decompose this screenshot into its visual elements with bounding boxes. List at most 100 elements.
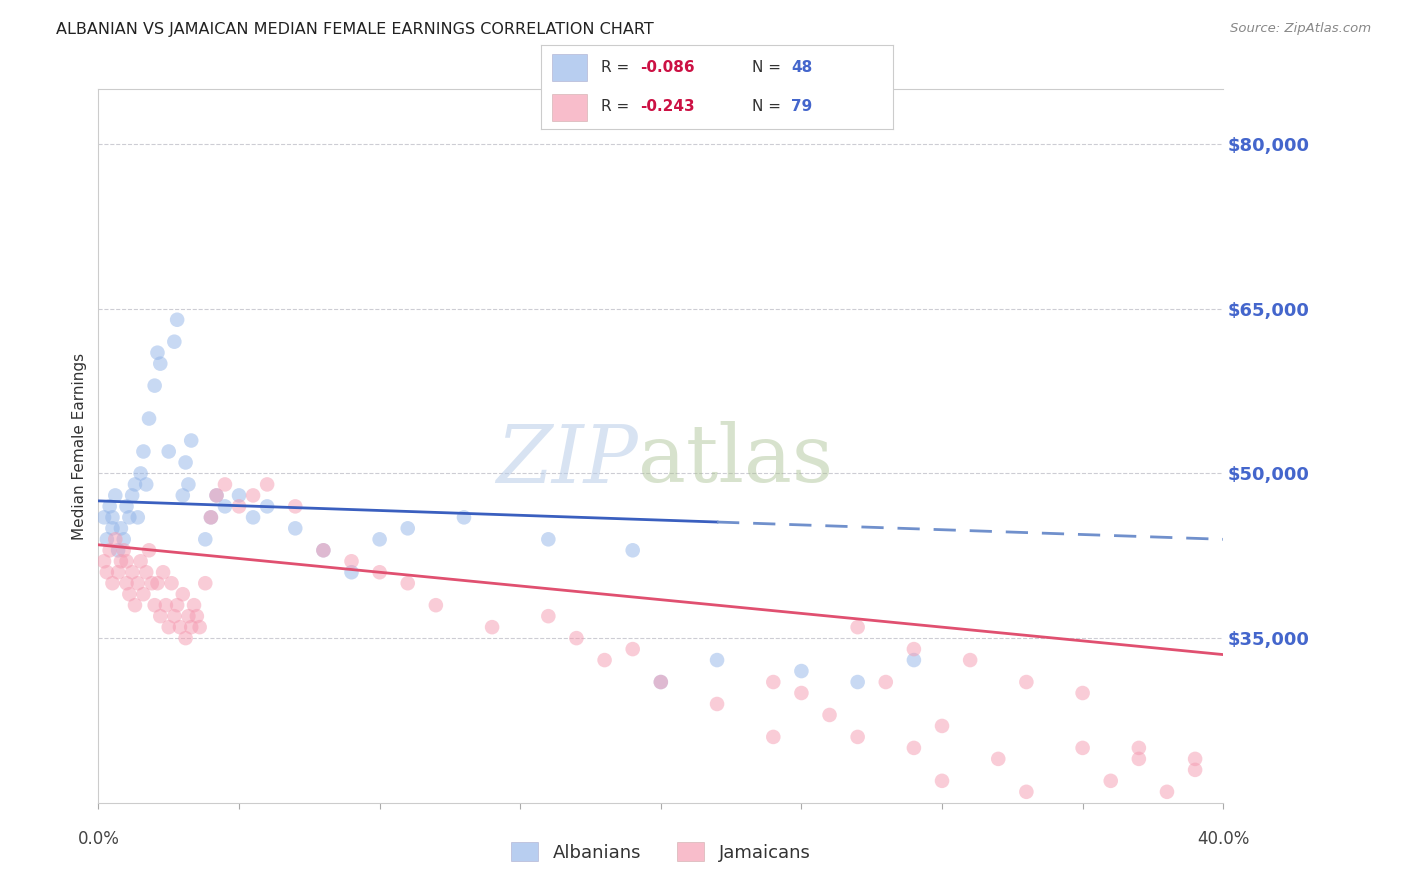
Text: 79: 79 — [790, 99, 813, 114]
Text: atlas: atlas — [638, 421, 834, 500]
Point — [931, 719, 953, 733]
Point — [846, 730, 869, 744]
Point — [135, 477, 157, 491]
Point — [959, 653, 981, 667]
Point — [340, 566, 363, 580]
Point — [228, 488, 250, 502]
Point — [163, 609, 186, 624]
Point — [1015, 785, 1038, 799]
Point — [396, 576, 419, 591]
Legend: Albanians, Jamaicans: Albanians, Jamaicans — [510, 842, 811, 862]
Y-axis label: Median Female Earnings: Median Female Earnings — [72, 352, 87, 540]
Point — [110, 521, 132, 535]
Text: Source: ZipAtlas.com: Source: ZipAtlas.com — [1230, 22, 1371, 36]
Point — [565, 631, 588, 645]
Point — [186, 609, 208, 624]
Point — [169, 620, 191, 634]
Text: 0.0%: 0.0% — [77, 830, 120, 847]
Point — [180, 434, 202, 448]
Text: ZIP: ZIP — [496, 422, 638, 499]
Point — [172, 488, 194, 502]
Point — [340, 554, 363, 568]
Point — [396, 521, 419, 535]
Point — [96, 533, 118, 547]
Point — [104, 488, 127, 502]
Text: ALBANIAN VS JAMAICAN MEDIAN FEMALE EARNINGS CORRELATION CHART: ALBANIAN VS JAMAICAN MEDIAN FEMALE EARNI… — [56, 22, 654, 37]
Point — [1128, 752, 1150, 766]
Point — [138, 411, 160, 425]
Point — [537, 533, 560, 547]
Point — [160, 576, 183, 591]
Point — [1099, 773, 1122, 788]
Point — [157, 444, 180, 458]
Point — [112, 533, 135, 547]
Text: -0.086: -0.086 — [640, 60, 695, 75]
Point — [118, 587, 141, 601]
Point — [1156, 785, 1178, 799]
Point — [146, 345, 169, 359]
Point — [194, 576, 217, 591]
Point — [621, 642, 644, 657]
Point — [790, 686, 813, 700]
Point — [180, 620, 202, 634]
Point — [141, 576, 163, 591]
Point — [1071, 740, 1094, 755]
Point — [107, 566, 129, 580]
Point — [124, 477, 146, 491]
Point — [312, 543, 335, 558]
Point — [425, 598, 447, 612]
Point — [121, 488, 143, 502]
Point — [132, 444, 155, 458]
Point — [135, 566, 157, 580]
Point — [931, 773, 953, 788]
Point — [256, 500, 278, 514]
Point — [121, 566, 143, 580]
Point — [174, 631, 197, 645]
Point — [146, 576, 169, 591]
Point — [790, 664, 813, 678]
Point — [93, 510, 115, 524]
Point — [312, 543, 335, 558]
Point — [762, 730, 785, 744]
Text: R =: R = — [602, 60, 634, 75]
Point — [1015, 675, 1038, 690]
Point — [110, 554, 132, 568]
Point — [129, 554, 152, 568]
Point — [1128, 740, 1150, 755]
Point — [166, 598, 188, 612]
Point — [138, 543, 160, 558]
Point — [846, 620, 869, 634]
Point — [1184, 752, 1206, 766]
Point — [96, 566, 118, 580]
Point — [368, 533, 391, 547]
Point — [228, 500, 250, 514]
Point — [177, 477, 200, 491]
Point — [200, 510, 222, 524]
Point — [242, 488, 264, 502]
Point — [93, 554, 115, 568]
Bar — [551, 54, 588, 81]
Point — [903, 653, 925, 667]
Point — [143, 378, 166, 392]
Point — [284, 521, 307, 535]
Point — [875, 675, 897, 690]
Point — [98, 543, 121, 558]
Point — [593, 653, 616, 667]
Point — [188, 620, 211, 634]
Point — [152, 566, 174, 580]
Point — [101, 521, 124, 535]
Point — [256, 477, 278, 491]
Text: N =: N = — [752, 60, 786, 75]
Point — [104, 533, 127, 547]
Point — [107, 543, 129, 558]
Point — [903, 740, 925, 755]
Point — [98, 500, 121, 514]
Point — [115, 554, 138, 568]
Bar — [551, 94, 588, 120]
Point — [132, 587, 155, 601]
Text: 48: 48 — [790, 60, 813, 75]
Point — [1184, 763, 1206, 777]
Point — [112, 543, 135, 558]
Point — [127, 510, 149, 524]
Point — [205, 488, 228, 502]
